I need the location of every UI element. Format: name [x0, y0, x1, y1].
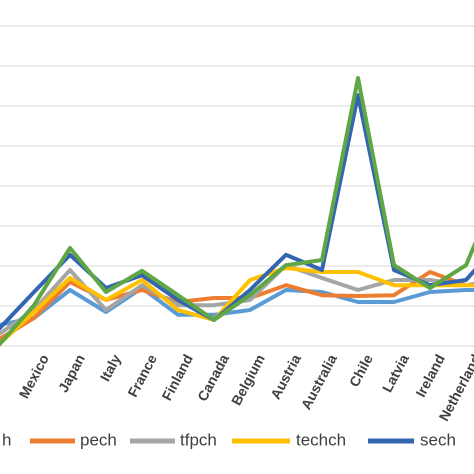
legend-label: tfpch	[180, 430, 217, 449]
x-tick-label: Austria	[267, 351, 304, 401]
x-tick-label: France	[124, 351, 160, 399]
x-tick-label: Ireland	[412, 352, 448, 400]
legend-label: pech	[80, 430, 117, 449]
legend-label: sech	[420, 430, 456, 449]
series-line	[0, 76, 474, 347]
x-tick-label: Latvia	[379, 351, 412, 394]
legend-label: techch	[296, 430, 346, 449]
x-tick-label: Mexico	[16, 352, 52, 401]
x-tick-label: Chile	[346, 351, 376, 389]
x-tick-label: Belgium	[228, 352, 268, 408]
series-line	[0, 286, 474, 327]
x-tick-label: Japan	[55, 352, 88, 395]
series-line	[0, 266, 474, 347]
legend-label: h	[2, 430, 11, 449]
x-tick-label: Finland	[158, 352, 195, 403]
x-tick-label: Italy	[97, 351, 124, 383]
x-tick-label: Canada	[194, 351, 232, 403]
x-tick-label: Australia	[298, 351, 340, 412]
